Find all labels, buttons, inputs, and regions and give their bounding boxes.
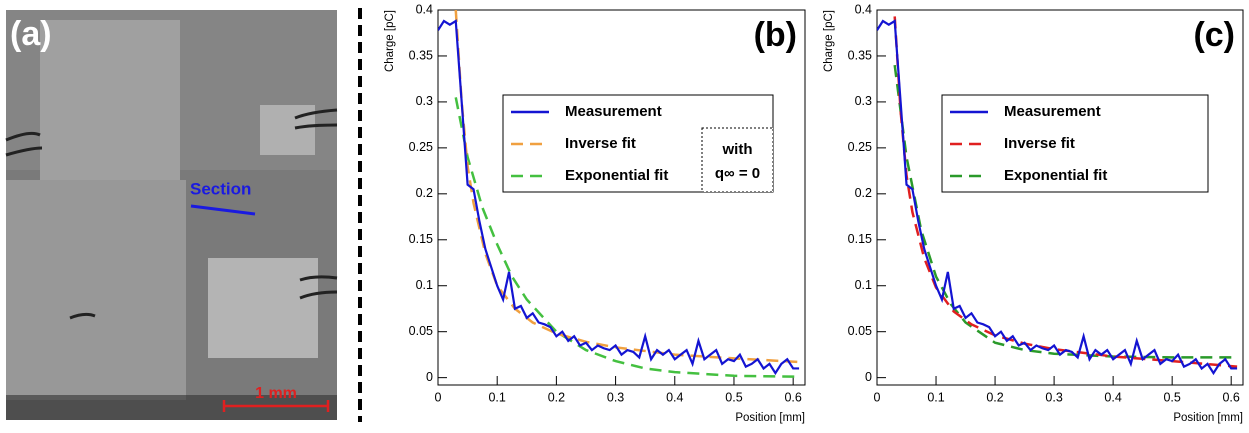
electrode-pad (40, 20, 180, 185)
x-tick-label: 0.4 (1104, 390, 1121, 404)
y-tick-label: 0.05 (409, 324, 433, 338)
legend-label: Exponential fit (565, 167, 668, 184)
x-axis-title: Position [mm] (1173, 412, 1243, 424)
x-tick-label: 0.1 (927, 390, 944, 404)
series-line (454, 10, 800, 364)
electrode-pad (208, 258, 318, 358)
series-line (454, 97, 800, 378)
y-tick-label: 0.2 (416, 186, 433, 200)
legend-label: Exponential fit (1004, 167, 1107, 184)
panel-label: (b) (754, 16, 797, 54)
x-tick-label: 0.5 (725, 390, 742, 404)
y-tick-label: 0.25 (848, 140, 872, 154)
x-tick-label: 0.3 (1045, 390, 1062, 404)
series-group (877, 16, 1238, 376)
x-tick-label: 0 (874, 390, 881, 404)
x-tick-label: 0.5 (1163, 390, 1180, 404)
x-tick-label: 0 (435, 390, 442, 404)
y-tick-label: 0.3 (416, 94, 433, 108)
electrode-pad (260, 105, 315, 155)
note-text: with (722, 141, 753, 158)
y-tick-label: 0 (426, 370, 433, 384)
series-line (893, 16, 1238, 368)
x-tick-label: 0.2 (986, 390, 1003, 404)
note-text: q∞ = 0 (715, 165, 760, 182)
legend-label: Measurement (565, 103, 662, 120)
chart: 0 0.05 0.1 0.15 0.2 0.25 0.3 0.35 0.4 0 0.1 0.2 0.3 0… (823, 2, 1244, 424)
section-label: Section (190, 179, 251, 198)
plot-frame (437, 9, 806, 386)
x-tick-label: 0.4 (666, 390, 683, 404)
legend-label: Inverse fit (1004, 135, 1075, 152)
photo-panel: (a) Section 1 mm (5, 10, 338, 420)
y-tick-label: 0.35 (409, 48, 433, 62)
y-tick-label: 0 (865, 370, 872, 384)
plot-frame (876, 9, 1244, 386)
legend-label: Measurement (1004, 103, 1101, 120)
photo-edge (6, 395, 337, 420)
electrode-pad (6, 180, 186, 400)
scale-bar-label: 1 mm (255, 385, 297, 402)
y-tick-label: 0.05 (848, 324, 872, 338)
y-tick-label: 0.2 (855, 186, 872, 200)
panel-label: (c) (1193, 16, 1235, 54)
y-tick-label: 0.3 (855, 94, 872, 108)
x-tick-label: 0.6 (784, 390, 801, 404)
y-tick-label: 0.1 (416, 278, 433, 292)
note-box (701, 127, 774, 193)
y-tick-label: 0.25 (409, 140, 433, 154)
x-tick-label: 0.2 (548, 390, 565, 404)
chart: 0 0.05 0.1 0.15 0.2 0.25 0.3 0.35 0.4 0 0.1 0.2 0.3 0… (384, 2, 806, 424)
y-tick-label: 0.15 (848, 232, 872, 246)
wires (5, 108, 338, 300)
x-tick-label: 0.1 (488, 390, 505, 404)
series-line (877, 19, 1238, 376)
section-line (190, 204, 256, 216)
panel-label: (a) (10, 15, 52, 53)
x-tick-label: 0.6 (1222, 390, 1239, 404)
series-group (438, 10, 800, 378)
x-axis-title: Position [mm] (735, 412, 805, 424)
y-tick-label: 0.1 (855, 278, 872, 292)
y-tick-label: 0.15 (409, 232, 433, 246)
debris (69, 312, 96, 320)
scale-bar (222, 400, 330, 412)
y-tick-label: 0.35 (848, 48, 872, 62)
legend-label: Inverse fit (565, 135, 636, 152)
y-axis-title: Charge [pC] (384, 10, 396, 72)
x-tick-label: 0.3 (607, 390, 624, 404)
y-tick-label: 0.4 (416, 2, 433, 16)
y-tick-label: 0.4 (855, 2, 872, 16)
y-axis-title: Charge [pC] (823, 10, 835, 72)
series-line (438, 19, 800, 376)
